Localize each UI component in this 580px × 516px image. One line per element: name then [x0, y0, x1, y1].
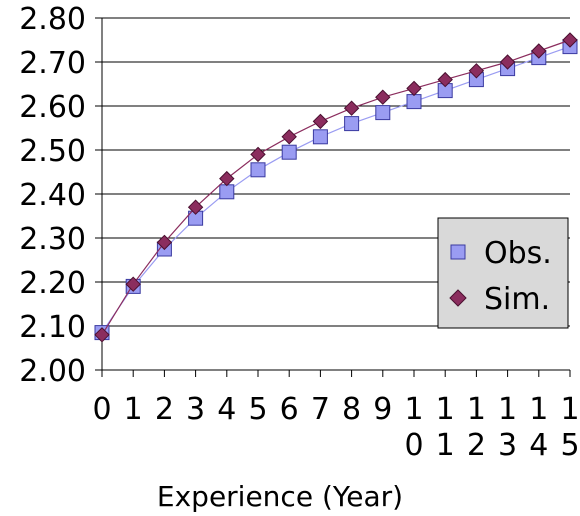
x-axis-label: Experience (Year) — [157, 480, 403, 513]
y-tick-label: 2.80 — [19, 2, 86, 37]
data-point — [531, 43, 547, 59]
axes — [95, 17, 571, 377]
data-point — [281, 129, 297, 145]
legend-label: Sim. — [484, 282, 550, 317]
x-tick-label: 5 — [248, 392, 267, 427]
data-point — [94, 327, 110, 343]
data-point — [312, 113, 329, 130]
y-tick-label: 2.10 — [19, 310, 86, 345]
data-point — [312, 129, 328, 145]
x-tick-label: 9 — [373, 392, 392, 427]
data-point — [343, 100, 360, 116]
data-point — [499, 54, 516, 70]
data-point — [219, 170, 235, 187]
x-tick-label: 7 — [311, 392, 330, 427]
x-tick-label: 1 — [124, 392, 143, 427]
legend-marker — [449, 289, 467, 307]
x-tick-label: 6 — [280, 392, 299, 427]
y-tick-label: 2.70 — [19, 46, 86, 81]
data-point — [281, 144, 297, 160]
data-point — [125, 276, 141, 292]
x-axis-ticks: 0 1 2 3 4 5 6 7 8 9 1 01 11 21 31 41 5 — [92, 392, 579, 463]
legend: Obs. Sim. — [437, 217, 569, 329]
x-tick-label: 0 — [92, 392, 111, 427]
legend-box — [437, 217, 569, 329]
data-point — [156, 234, 173, 251]
legend-label: Obs. — [484, 236, 552, 271]
data-point — [437, 71, 453, 88]
y-tick-label: 2.40 — [19, 178, 86, 213]
data-point — [375, 89, 391, 105]
data-point — [344, 116, 360, 132]
data-point — [250, 162, 266, 178]
data-point — [406, 80, 422, 97]
data-point — [406, 94, 422, 110]
data-point — [187, 199, 204, 215]
series-1 — [94, 32, 578, 343]
x-tick-label: 4 — [217, 392, 236, 427]
x-tick-label: 2 — [155, 392, 174, 427]
x-tick-label: 8 — [342, 392, 361, 427]
data-point — [468, 63, 485, 79]
series-line — [101, 39, 571, 336]
y-tick-label: 2.00 — [19, 354, 86, 389]
y-tick-label: 2.50 — [19, 134, 86, 169]
x-tick-label: 3 — [186, 392, 205, 427]
gridlines — [102, 17, 570, 327]
y-tick-label: 2.30 — [19, 222, 86, 257]
y-tick-label: 2.20 — [19, 266, 86, 301]
data-point — [562, 32, 578, 48]
y-tick-label: 2.60 — [19, 90, 86, 125]
series-line — [101, 46, 571, 333]
y-axis-ticks: 2.00 2.10 2.20 2.30 2.40 2.50 2.60 2.70 2.80 — [19, 2, 86, 389]
data-point — [219, 184, 235, 200]
series-layer — [94, 32, 578, 343]
data-point — [375, 105, 391, 121]
legend-marker — [450, 244, 466, 260]
data-point — [250, 146, 266, 163]
